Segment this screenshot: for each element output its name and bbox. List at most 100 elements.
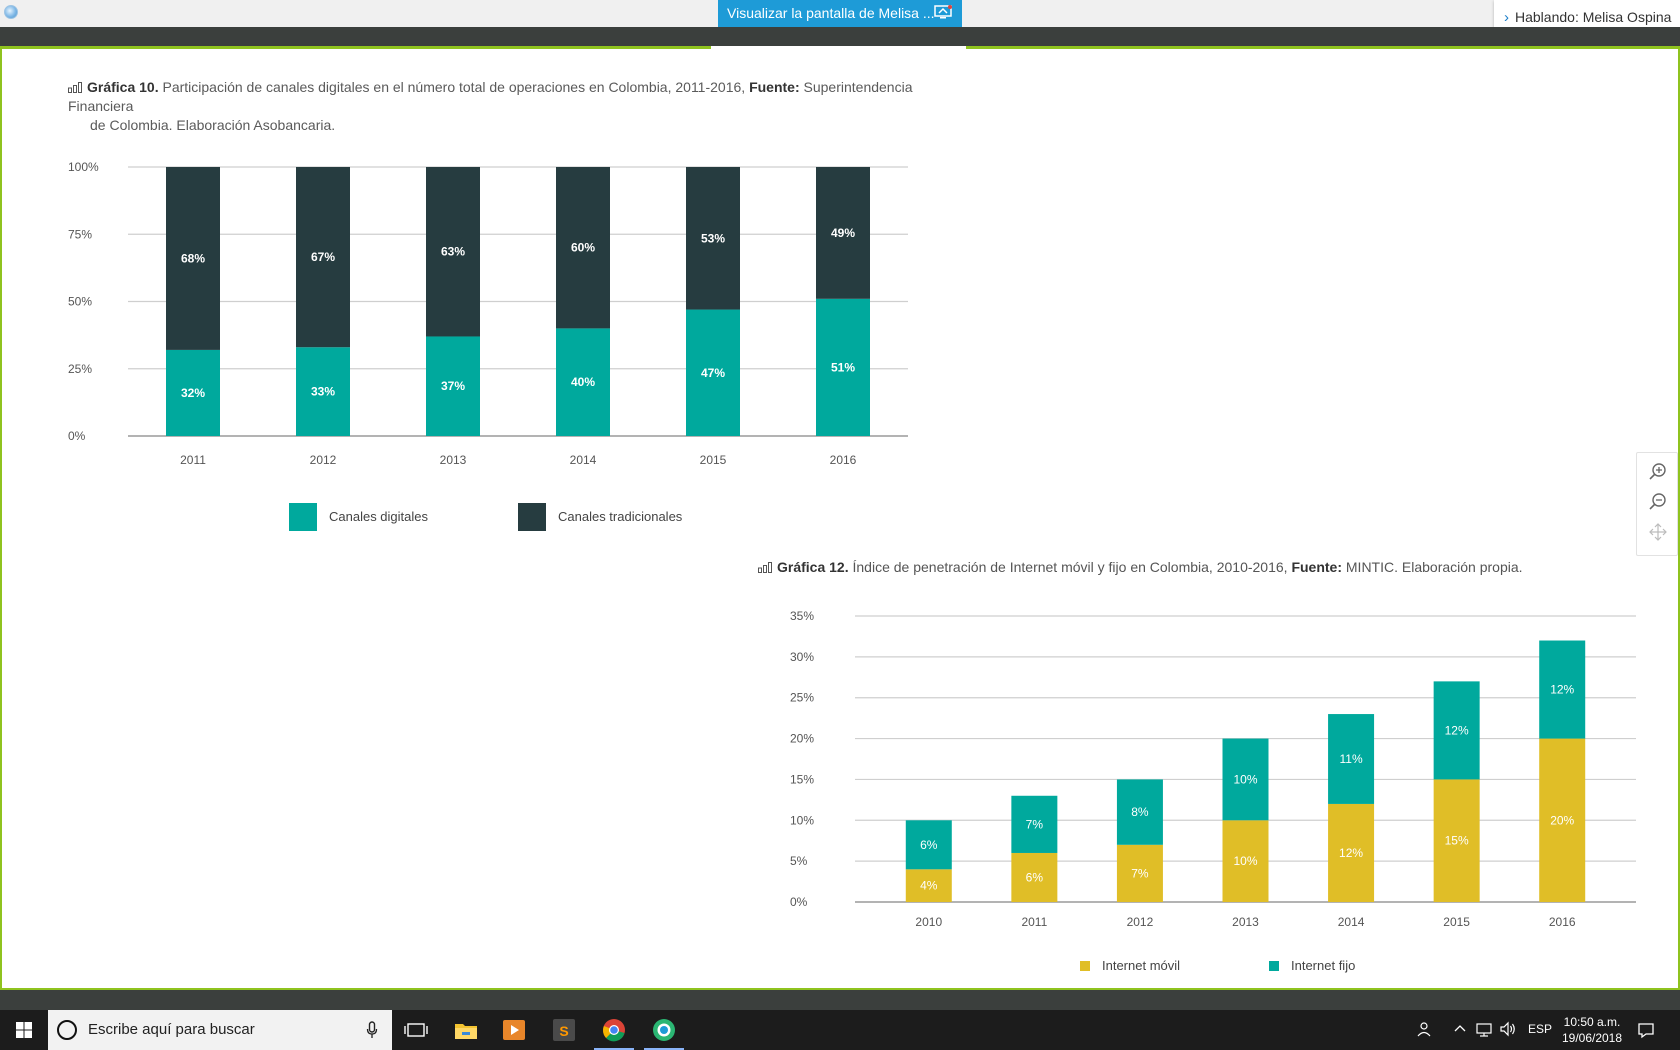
bar-segment xyxy=(1011,852,1058,902)
legend-label: Canales digitales xyxy=(329,509,429,524)
chart2-source-label: Fuente: xyxy=(1291,559,1342,575)
y-tick-label: 5% xyxy=(790,854,808,868)
y-tick-label: 100% xyxy=(68,160,99,174)
bar-segment xyxy=(296,167,350,348)
bar-segment xyxy=(1116,844,1163,902)
bar-segment xyxy=(1222,820,1269,902)
remote-viewer-icon[interactable] xyxy=(650,1016,678,1044)
x-tick-label: 2015 xyxy=(1443,915,1470,929)
data-label: 33% xyxy=(311,385,335,399)
bar-segment xyxy=(816,298,870,436)
chrome-icon[interactable] xyxy=(600,1016,628,1044)
data-label: 8% xyxy=(1131,805,1149,819)
x-tick-label: 2016 xyxy=(1549,915,1576,929)
bar-segment xyxy=(166,349,220,436)
screen-share-banner[interactable]: Visualizar la pantalla de Melisa ... xyxy=(718,0,962,27)
data-label: 49% xyxy=(831,226,855,240)
zoom-in-icon[interactable] xyxy=(1647,461,1669,483)
viewer-header-strip xyxy=(0,27,1680,46)
x-tick-label: 2013 xyxy=(1232,915,1259,929)
chart2-caption-text: Índice de penetración de Internet móvil … xyxy=(848,559,1292,575)
pan-icon[interactable] xyxy=(1647,521,1669,543)
data-label: 60% xyxy=(571,241,595,255)
chart-digital-channels: 0% 25% 50% 75% 100% 32% 68% 2011 33% 67% 2012 37% 63… xyxy=(68,160,908,531)
data-label: 12% xyxy=(1339,846,1363,860)
bar-segment xyxy=(905,869,952,902)
notifications-icon[interactable] xyxy=(1636,1020,1656,1040)
y-tick-label: 75% xyxy=(68,227,92,241)
x-tick-label: 2012 xyxy=(1127,915,1154,929)
data-label: 63% xyxy=(441,245,465,259)
search-placeholder: Escribe aquí para buscar xyxy=(88,1021,255,1038)
bar-segment xyxy=(166,167,220,350)
legend-swatch xyxy=(289,503,317,531)
y-tick-label: 15% xyxy=(790,772,814,786)
file-explorer-icon[interactable] xyxy=(452,1016,480,1044)
taskbar-search[interactable]: Escribe aquí para buscar xyxy=(48,1010,392,1050)
bar-segment xyxy=(1539,640,1586,739)
y-tick-label: 50% xyxy=(68,295,92,309)
data-label: 6% xyxy=(920,838,938,852)
bar-chart-icon xyxy=(758,562,772,573)
data-label: 37% xyxy=(441,379,465,393)
bar-chart-icon xyxy=(68,82,82,93)
windows-taskbar: Escribe aquí para buscar S xyxy=(0,1010,1680,1050)
volume-icon[interactable] xyxy=(1499,1020,1517,1038)
cortana-icon xyxy=(57,1020,77,1040)
network-icon[interactable] xyxy=(1475,1020,1493,1038)
legend-swatch xyxy=(518,503,546,531)
data-label: 32% xyxy=(181,386,205,400)
sublime-text-icon[interactable]: S xyxy=(550,1016,578,1044)
media-player-icon[interactable] xyxy=(500,1016,528,1044)
chart1-caption: Gráfica 10. Participación de canales dig… xyxy=(68,78,928,135)
active-app-indicator xyxy=(644,1048,684,1050)
data-label: 47% xyxy=(701,366,725,380)
x-tick-label: 2011 xyxy=(1021,915,1047,929)
app-icon[interactable] xyxy=(4,5,18,19)
legend-label: Canales tradicionales xyxy=(558,509,683,524)
y-tick-label: 0% xyxy=(790,895,808,909)
data-label: 7% xyxy=(1131,866,1149,880)
legend-swatch xyxy=(1080,961,1090,971)
x-tick-label: 2011 xyxy=(180,453,206,467)
bar-segment xyxy=(556,167,610,329)
x-tick-label: 2016 xyxy=(830,453,857,467)
bar-segment xyxy=(1433,681,1480,780)
bar-segment xyxy=(686,167,740,310)
clock-date: 19/06/2018 xyxy=(1561,1031,1623,1045)
zoom-out-icon[interactable] xyxy=(1647,491,1669,513)
bar-segment xyxy=(296,347,350,436)
bar-segment xyxy=(1539,738,1586,902)
language-indicator[interactable]: ESP xyxy=(1528,1022,1553,1036)
clock[interactable]: 10:50 a.m. 19/06/2018 xyxy=(1558,1014,1626,1046)
page-border-line xyxy=(966,46,1680,49)
x-tick-label: 2014 xyxy=(1338,915,1365,929)
x-tick-label: 2010 xyxy=(915,915,942,929)
y-tick-label: 25% xyxy=(68,362,92,376)
windows-start-icon[interactable] xyxy=(0,1010,48,1050)
screen-share-icon[interactable] xyxy=(934,5,952,19)
data-label: 10% xyxy=(1233,854,1257,868)
data-label: 15% xyxy=(1445,834,1469,848)
bar-segment xyxy=(686,309,740,436)
viewer-footer-strip xyxy=(0,990,1680,1010)
clock-time: 10:50 a.m. xyxy=(1563,1015,1621,1029)
chevron-up-icon[interactable] xyxy=(1451,1020,1469,1038)
svg-text:S: S xyxy=(559,1023,568,1039)
microphone-icon[interactable] xyxy=(366,1021,378,1039)
data-label: 12% xyxy=(1550,683,1574,697)
bar-segment xyxy=(426,336,480,436)
chart1-source: Superintendencia Financiera xyxy=(68,79,913,114)
task-view-icon[interactable] xyxy=(402,1016,430,1044)
y-tick-label: 30% xyxy=(790,650,814,664)
data-label: 11% xyxy=(1340,752,1363,766)
y-tick-label: 20% xyxy=(790,732,814,746)
talking-label: Hablando: Melisa Ospina xyxy=(1515,9,1672,25)
bar-segment xyxy=(905,820,952,870)
data-label: 7% xyxy=(1026,817,1044,831)
bar-segment xyxy=(426,167,480,337)
x-tick-label: 2015 xyxy=(700,453,727,467)
y-tick-label: 0% xyxy=(68,429,86,443)
data-label: 20% xyxy=(1550,813,1574,827)
people-icon[interactable] xyxy=(1416,1020,1434,1038)
